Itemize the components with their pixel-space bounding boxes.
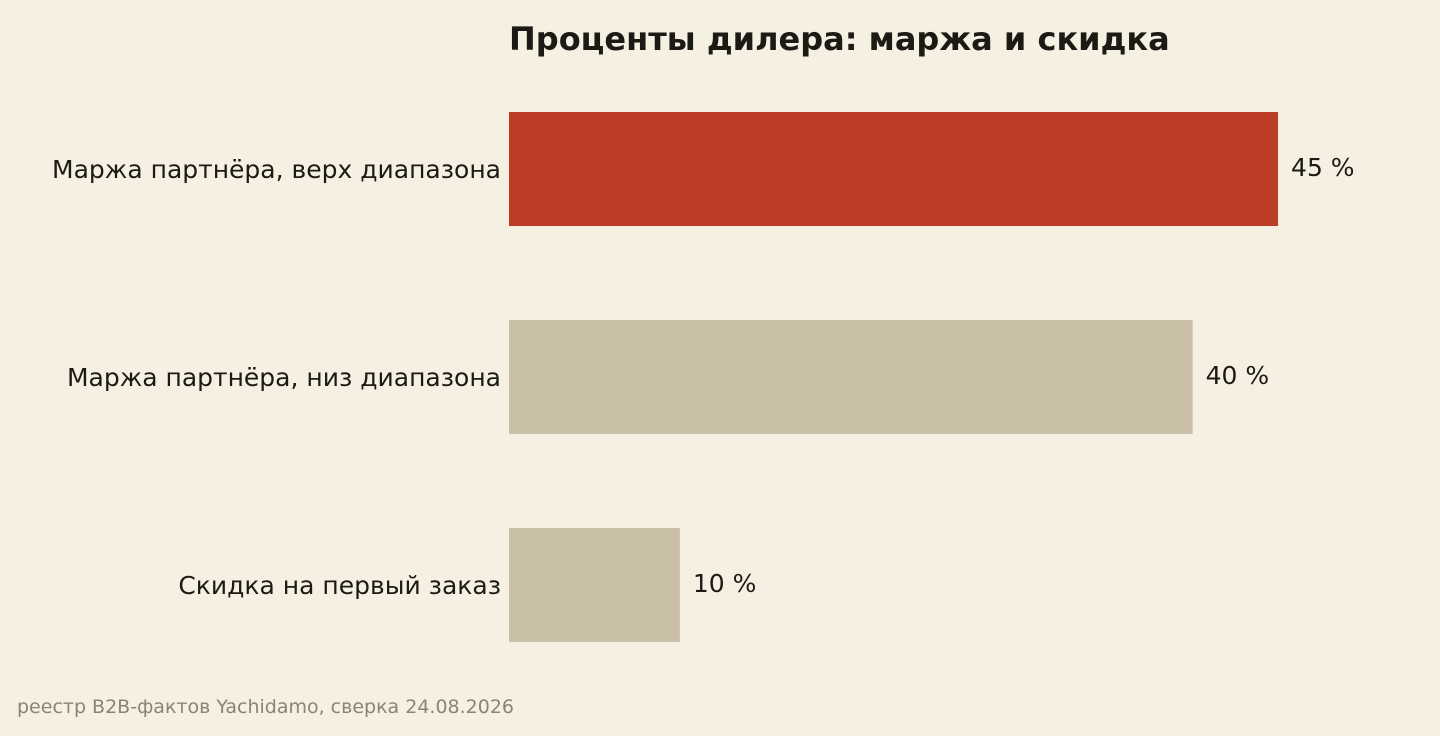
bar-2: [509, 320, 1193, 434]
value-label-1: 45 %: [1291, 153, 1355, 182]
chart-title: Проценты дилера: маржа и скидка: [509, 20, 1170, 58]
bar-3: [509, 528, 680, 642]
source-note: реестр B2B-фактов Yachidamo, сверка 24.0…: [17, 696, 515, 718]
category-label-1: Маржа партнёра, верх диапазона: [52, 155, 501, 184]
category-label-3: Скидка на первый заказ: [178, 571, 501, 600]
bars-group: Маржа партнёра, верх диапазона 45 % Маржа …: [52, 112, 1355, 642]
value-label-2: 40 %: [1206, 361, 1270, 390]
bar-1: [509, 112, 1279, 226]
value-label-3: 10 %: [693, 569, 757, 598]
category-label-2: Маржа партнёра, низ диапазона: [67, 363, 501, 392]
